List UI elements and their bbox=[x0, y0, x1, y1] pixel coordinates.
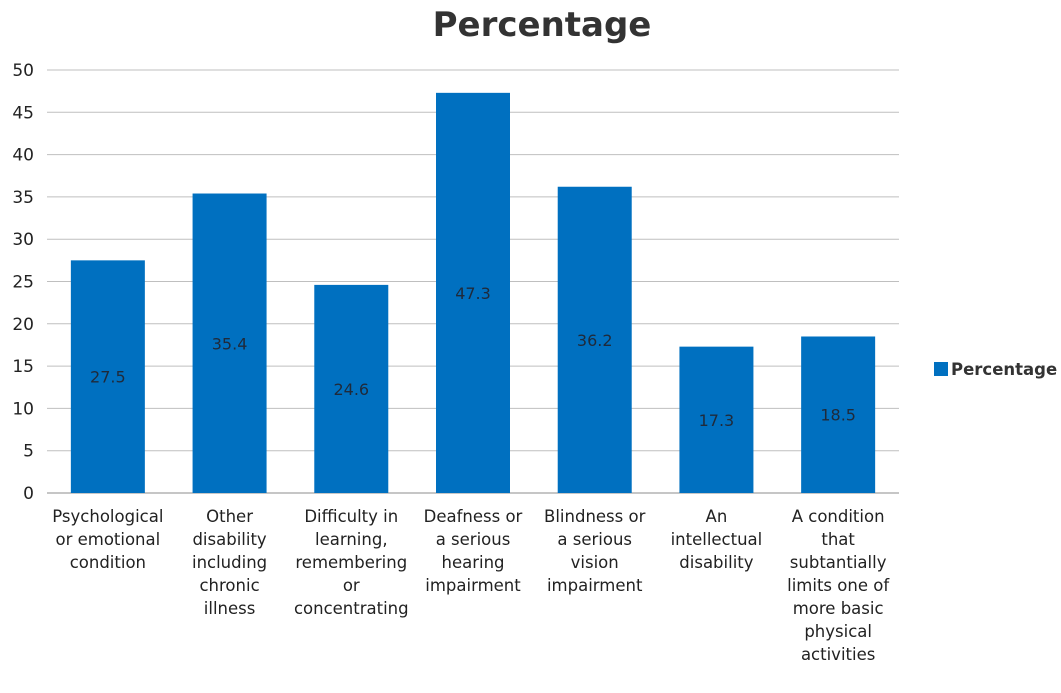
x-tick-label: A condition that subtantially limits one of… bbox=[787, 507, 890, 664]
x-tick-label-line: illness bbox=[204, 599, 256, 618]
x-tick-label-line: physical bbox=[804, 622, 872, 641]
data-label: 36.2 bbox=[577, 331, 613, 350]
x-tick-label: Difficulty in learning, remembering or conce… bbox=[294, 507, 409, 618]
y-tick-label: 50 bbox=[12, 61, 34, 81]
y-tick-label: 5 bbox=[23, 442, 34, 462]
data-label: 47.3 bbox=[455, 284, 491, 303]
data-label: 27.5 bbox=[90, 368, 126, 387]
x-tick-label-line: learning, bbox=[315, 530, 388, 549]
x-tick-label-line: condition bbox=[70, 553, 146, 572]
data-label: 35.4 bbox=[212, 334, 248, 353]
x-tick-label: Blindness or a serious vision impairment bbox=[544, 507, 646, 595]
y-tick-label: 0 bbox=[23, 484, 34, 504]
data-label: 18.5 bbox=[820, 406, 856, 425]
data-label: 24.6 bbox=[333, 380, 369, 399]
x-tick-label-line: disability bbox=[192, 530, 266, 549]
x-tick-label-line: Blindness or bbox=[544, 507, 646, 526]
x-tick-label: Deafness or a serious hearing impairment bbox=[424, 507, 523, 595]
legend-label: Percentage bbox=[951, 360, 1057, 379]
y-tick-label: 15 bbox=[12, 357, 34, 377]
bars bbox=[70, 92, 876, 494]
x-tick-label-line: chronic bbox=[199, 576, 259, 595]
y-tick-label: 30 bbox=[12, 230, 34, 250]
bar bbox=[801, 336, 876, 493]
chart-title: Percentage bbox=[433, 5, 652, 45]
x-tick-label-line: concentrating bbox=[294, 599, 409, 618]
x-tick-label-line: Difficulty in bbox=[304, 507, 398, 526]
bar bbox=[70, 260, 145, 493]
x-tick-label-line: or emotional bbox=[55, 530, 160, 549]
x-tick-label-line: remembering bbox=[295, 553, 407, 572]
y-tick-label: 35 bbox=[12, 188, 34, 208]
x-tick-label-line: impairment bbox=[547, 576, 643, 595]
x-tick-label-line: subtantially bbox=[790, 553, 887, 572]
bar bbox=[557, 186, 632, 494]
bar bbox=[679, 346, 754, 493]
x-tick-label-line: disability bbox=[679, 553, 753, 572]
y-tick-label: 10 bbox=[12, 399, 34, 419]
x-tick-label-line: more basic bbox=[793, 599, 884, 618]
legend: Percentage bbox=[934, 360, 1057, 379]
x-axis-ticks: Psychological or emotional condition Other d… bbox=[52, 507, 890, 664]
x-tick-label: Other disability including chronic illness bbox=[192, 507, 267, 618]
y-tick-label: 20 bbox=[12, 315, 34, 335]
x-tick-label-line: Other bbox=[206, 507, 253, 526]
x-tick-label-line: a serious bbox=[436, 530, 511, 549]
y-tick-label: 45 bbox=[12, 103, 34, 123]
x-tick-label: Psychological or emotional condition bbox=[52, 507, 163, 572]
bar bbox=[436, 92, 510, 493]
x-tick-label-line: vision bbox=[571, 553, 619, 572]
bar bbox=[192, 193, 267, 494]
x-tick-label-line: Psychological bbox=[52, 507, 163, 526]
x-tick-label-line: that bbox=[821, 530, 855, 549]
x-tick-label-line: a serious bbox=[557, 530, 632, 549]
x-tick-label-line: including bbox=[192, 553, 267, 572]
x-tick-label-line: hearing bbox=[441, 553, 504, 572]
legend-swatch bbox=[934, 362, 948, 376]
bar bbox=[314, 284, 389, 493]
x-tick-label-line: impairment bbox=[425, 576, 521, 595]
x-tick-label-line: activities bbox=[801, 645, 875, 664]
data-label: 17.3 bbox=[699, 411, 735, 430]
y-axis-ticks: 0 5 10 15 20 25 30 35 40 45 50 bbox=[12, 61, 34, 504]
y-tick-label: 25 bbox=[12, 273, 34, 293]
x-tick-label-line: intellectual bbox=[671, 530, 763, 549]
data-labels: 27.5 35.4 24.6 47.3 36.2 17.3 18.5 bbox=[90, 284, 856, 430]
x-tick-label-line: A condition bbox=[792, 507, 885, 526]
x-tick-label-line: limits one of bbox=[787, 576, 890, 595]
x-tick-label-line: Deafness or bbox=[424, 507, 523, 526]
x-tick-label-line: or bbox=[343, 576, 360, 595]
x-tick-label-line: An bbox=[706, 507, 728, 526]
y-tick-label: 40 bbox=[12, 146, 34, 166]
x-tick-label: An intellectual disability bbox=[671, 507, 763, 572]
